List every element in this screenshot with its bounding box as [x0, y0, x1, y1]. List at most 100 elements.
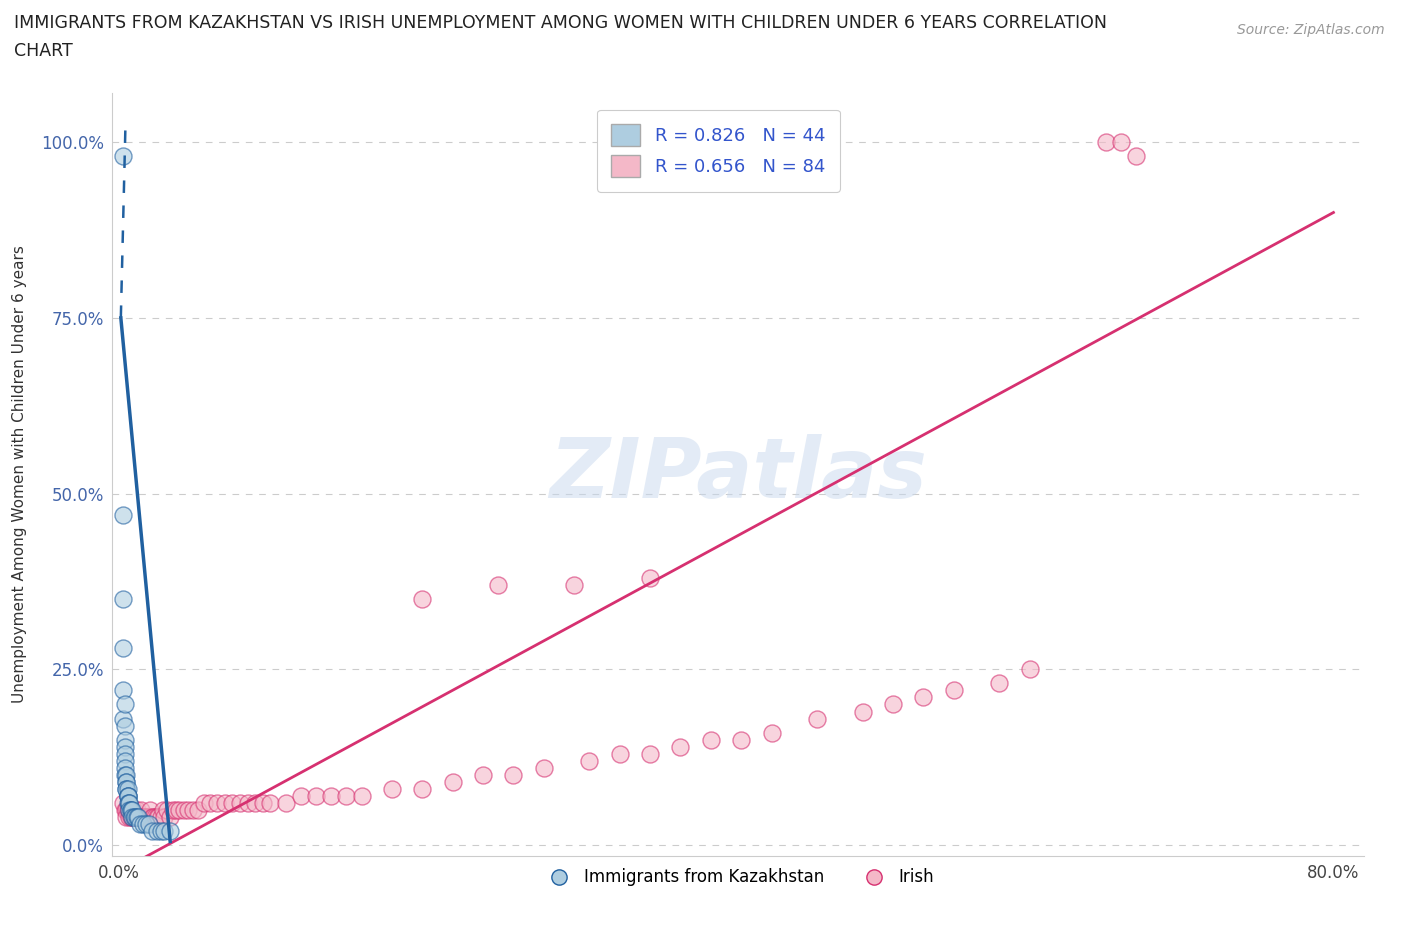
Point [112, 711, 135, 726]
Point [139, 803, 162, 817]
Point [114, 753, 136, 768]
Point [245, 795, 267, 810]
Point [221, 795, 243, 810]
Point [114, 746, 136, 761]
Point [207, 795, 229, 810]
Point [1018, 662, 1040, 677]
Point [988, 676, 1011, 691]
Point [146, 809, 169, 824]
Point [502, 767, 524, 782]
Point [134, 809, 156, 824]
Point [145, 824, 167, 839]
Point [117, 803, 139, 817]
Point [152, 803, 174, 817]
Point [411, 781, 433, 796]
Point [118, 795, 141, 810]
Point [669, 739, 692, 754]
Point [578, 753, 600, 768]
Point [118, 803, 141, 817]
Point [117, 789, 139, 804]
Point [112, 149, 135, 164]
Point [181, 803, 204, 817]
Point [114, 718, 136, 733]
Point [132, 817, 155, 831]
Point [131, 803, 153, 817]
Point [124, 809, 146, 824]
Point [117, 781, 139, 796]
Point [128, 817, 150, 831]
Point [125, 803, 148, 817]
Point [132, 809, 155, 824]
Text: CHART: CHART [14, 42, 73, 60]
Point [135, 817, 157, 831]
Point [114, 767, 136, 782]
Point [122, 809, 145, 824]
Point [115, 775, 138, 790]
Point [141, 809, 163, 824]
Point [730, 732, 752, 747]
Point [125, 809, 148, 824]
Point [305, 789, 328, 804]
Text: ZIPatlas: ZIPatlas [550, 433, 927, 515]
Point [118, 803, 141, 817]
Legend: Immigrants from Kazakhstan, Irish: Immigrants from Kazakhstan, Irish [536, 862, 941, 893]
Y-axis label: Unemployment Among Women with Children Under 6 years: Unemployment Among Women with Children U… [13, 246, 27, 703]
Point [135, 809, 157, 824]
Point [118, 795, 141, 810]
Text: IMMIGRANTS FROM KAZAKHSTAN VS IRISH UNEMPLOYMENT AMONG WOMEN WITH CHILDREN UNDER: IMMIGRANTS FROM KAZAKHSTAN VS IRISH UNEM… [14, 14, 1107, 32]
Text: Source: ZipAtlas.com: Source: ZipAtlas.com [1237, 23, 1385, 37]
Point [114, 803, 136, 817]
Point [128, 809, 150, 824]
Point [472, 767, 495, 782]
Point [122, 809, 145, 824]
Point [162, 803, 184, 817]
Point [138, 809, 160, 824]
Point [114, 761, 136, 776]
Point [115, 809, 138, 824]
Point [1109, 135, 1132, 150]
Point [122, 803, 145, 817]
Point [115, 775, 138, 790]
Point [165, 803, 187, 817]
Point [124, 809, 146, 824]
Point [381, 781, 404, 796]
Point [145, 809, 167, 824]
Point [609, 746, 631, 761]
Point [112, 683, 135, 698]
Point [136, 809, 159, 824]
Point [173, 803, 195, 817]
Point [114, 732, 136, 747]
Point [1094, 135, 1116, 150]
Point [120, 803, 142, 817]
Point [150, 824, 173, 839]
Point [882, 698, 904, 712]
Point [112, 507, 135, 522]
Point [115, 781, 138, 796]
Point [193, 795, 215, 810]
Point [806, 711, 828, 726]
Point [114, 698, 136, 712]
Point [150, 809, 173, 824]
Point [562, 578, 585, 592]
Point [169, 803, 191, 817]
Point [143, 809, 166, 824]
Point [114, 739, 136, 754]
Point [112, 641, 135, 656]
Point [214, 795, 236, 810]
Point [700, 732, 723, 747]
Point [159, 809, 181, 824]
Point [120, 809, 142, 824]
Point [177, 803, 200, 817]
Point [290, 789, 312, 804]
Point [1125, 149, 1147, 164]
Point [761, 725, 783, 740]
Point [852, 704, 875, 719]
Point [274, 795, 297, 810]
Point [121, 803, 143, 817]
Point [638, 570, 661, 585]
Point [912, 690, 935, 705]
Point [335, 789, 357, 804]
Point [141, 824, 163, 839]
Point [159, 824, 181, 839]
Point [112, 795, 135, 810]
